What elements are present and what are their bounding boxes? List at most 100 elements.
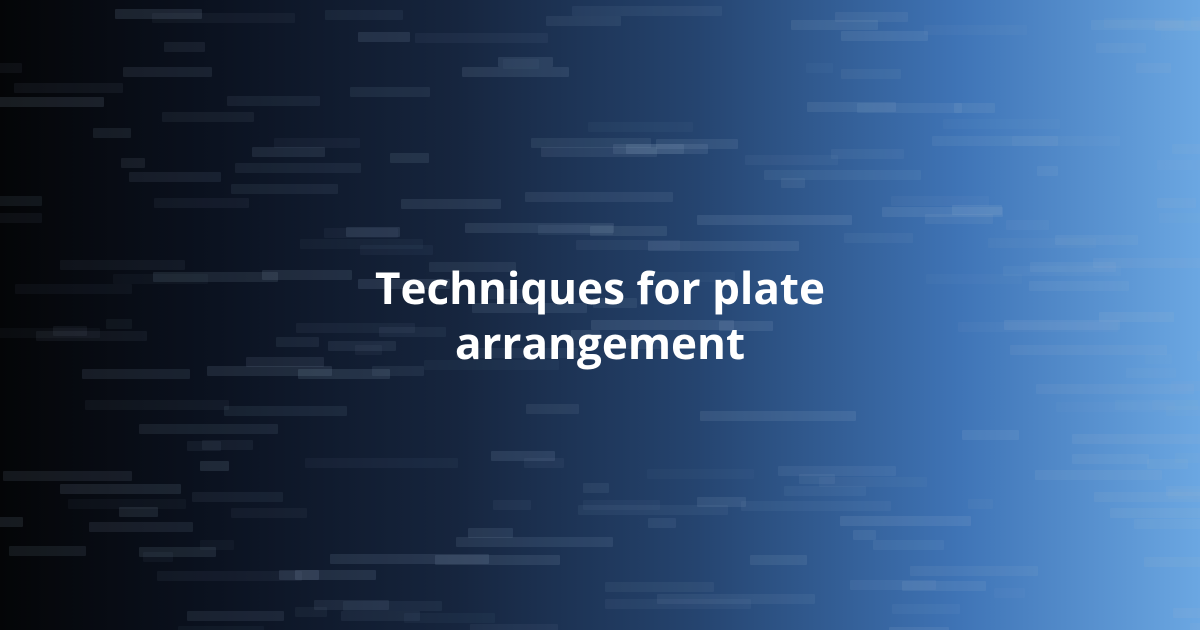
streak bbox=[143, 552, 173, 562]
streak bbox=[841, 69, 901, 79]
streak bbox=[892, 604, 960, 614]
streak bbox=[952, 205, 1002, 215]
streak bbox=[525, 192, 672, 202]
streak bbox=[1072, 434, 1200, 444]
streak bbox=[994, 588, 1025, 598]
streak bbox=[350, 87, 430, 97]
streak bbox=[3, 471, 132, 481]
streak bbox=[1175, 453, 1200, 463]
streak bbox=[341, 611, 419, 621]
streak bbox=[1173, 608, 1200, 618]
streak bbox=[498, 57, 553, 67]
streak bbox=[932, 136, 1058, 146]
page-title: Techniques for plate arrangement bbox=[260, 260, 940, 370]
streak bbox=[1134, 519, 1200, 529]
streak bbox=[470, 624, 558, 630]
streak bbox=[831, 149, 904, 159]
streak bbox=[943, 119, 1059, 129]
streak bbox=[305, 458, 458, 468]
streak bbox=[902, 581, 986, 591]
streak bbox=[741, 501, 891, 511]
streak bbox=[324, 228, 398, 238]
streak bbox=[1157, 198, 1196, 208]
streak bbox=[106, 319, 132, 329]
streak bbox=[493, 500, 531, 510]
streak bbox=[231, 508, 308, 518]
streak bbox=[115, 9, 203, 19]
streak bbox=[1036, 384, 1194, 394]
streak bbox=[85, 400, 229, 410]
streak bbox=[924, 25, 1027, 35]
streak bbox=[648, 518, 676, 528]
streak bbox=[605, 582, 714, 592]
streak bbox=[1029, 281, 1130, 291]
streak bbox=[358, 32, 409, 42]
streak bbox=[835, 12, 908, 22]
streak bbox=[697, 215, 852, 225]
streak bbox=[700, 411, 856, 421]
streak bbox=[468, 528, 513, 538]
streak bbox=[764, 170, 921, 180]
streak bbox=[873, 540, 944, 550]
streak bbox=[300, 239, 423, 249]
streak bbox=[0, 63, 22, 73]
streak bbox=[227, 96, 321, 106]
streak bbox=[1144, 557, 1200, 567]
streak bbox=[546, 16, 620, 26]
streak bbox=[538, 225, 613, 235]
streak bbox=[119, 507, 157, 517]
streak bbox=[93, 128, 131, 138]
streak bbox=[178, 626, 264, 630]
streak bbox=[647, 469, 754, 479]
streak bbox=[9, 546, 87, 556]
streak bbox=[60, 260, 185, 270]
streak bbox=[958, 322, 1118, 332]
streak bbox=[750, 555, 807, 565]
streak bbox=[0, 213, 42, 223]
streak bbox=[853, 530, 876, 540]
streak bbox=[962, 430, 1020, 440]
streak bbox=[1093, 258, 1200, 268]
streak bbox=[187, 441, 221, 451]
streak bbox=[1010, 345, 1167, 355]
streak bbox=[113, 274, 208, 284]
streak bbox=[968, 499, 993, 509]
streak bbox=[36, 331, 147, 341]
streak bbox=[657, 594, 815, 604]
streak bbox=[401, 199, 500, 209]
streak bbox=[139, 424, 278, 434]
streak bbox=[583, 483, 609, 493]
streak bbox=[1159, 213, 1200, 223]
streak bbox=[462, 67, 569, 77]
streak bbox=[576, 240, 680, 250]
streak bbox=[806, 63, 834, 73]
streak bbox=[0, 97, 104, 107]
streak bbox=[841, 31, 928, 41]
streak bbox=[235, 163, 361, 173]
streak bbox=[154, 198, 249, 208]
streak bbox=[252, 147, 325, 157]
streak bbox=[82, 369, 190, 379]
streak bbox=[325, 10, 402, 20]
streak bbox=[330, 554, 489, 564]
streak bbox=[988, 238, 1096, 248]
streak bbox=[578, 505, 727, 515]
streak bbox=[274, 138, 360, 148]
streak bbox=[1157, 160, 1200, 170]
streak bbox=[164, 42, 205, 52]
streak bbox=[192, 492, 283, 502]
streak bbox=[784, 486, 867, 496]
streak bbox=[491, 451, 556, 461]
streak bbox=[1136, 63, 1170, 73]
streak bbox=[200, 540, 234, 550]
streak bbox=[1172, 144, 1200, 154]
streak bbox=[1126, 368, 1176, 378]
streak bbox=[456, 537, 613, 547]
streak bbox=[224, 406, 347, 416]
streak bbox=[60, 484, 182, 494]
streak bbox=[531, 138, 651, 148]
streak bbox=[572, 6, 722, 16]
streak bbox=[910, 566, 1038, 576]
streak bbox=[526, 404, 580, 414]
streak bbox=[1110, 508, 1200, 518]
